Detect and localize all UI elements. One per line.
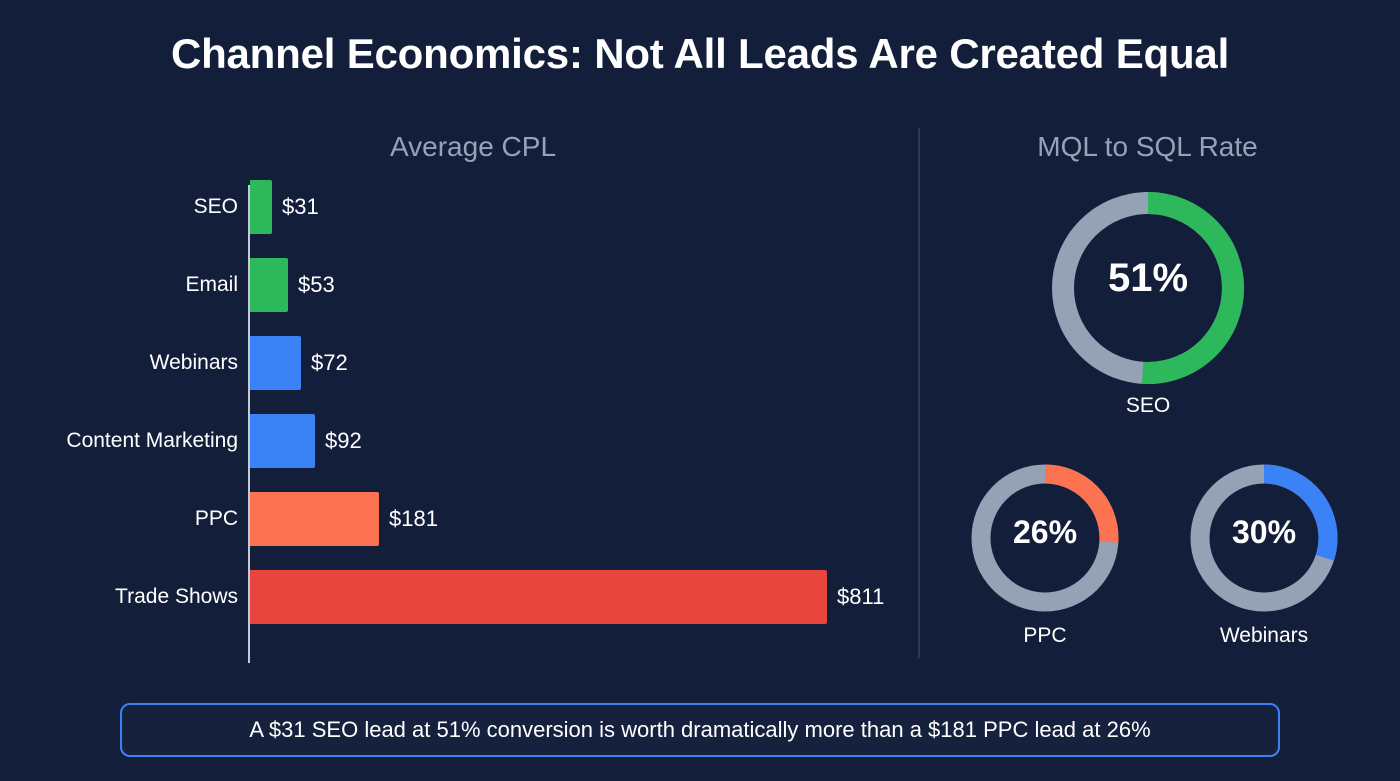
- donut-value-arc: [1190, 464, 1338, 612]
- bar-track: $53: [250, 258, 335, 312]
- left-panel-heading: Average CPL: [389, 131, 557, 162]
- right-panel-heading: MQL to SQL Rate: [1037, 131, 1258, 162]
- bar-category-label: Webinars: [149, 351, 238, 374]
- donut-chart-ppc: 26% PPC: [971, 464, 1119, 647]
- bar-fill: [250, 180, 272, 234]
- bar-fill: [250, 492, 379, 546]
- page-title: Channel Economics: Not All Leads Are Cre…: [170, 30, 1230, 77]
- donut-caption: SEO: [1125, 394, 1171, 417]
- donut-seo-svg: [1052, 192, 1244, 384]
- donut-webinars-svg: [1190, 464, 1338, 612]
- donut-ppc-svg: [971, 464, 1119, 612]
- bar-track: $72: [250, 336, 348, 390]
- bar-track: $181: [250, 492, 438, 546]
- donut-chart-seo: 51% SEO: [1052, 192, 1244, 417]
- bar-value-label: $72: [311, 350, 348, 375]
- bar-row: PPC $181: [0, 492, 900, 546]
- bar-fill: [250, 258, 288, 312]
- bar-fill: [250, 570, 827, 624]
- donut-caption: Webinars: [1219, 624, 1309, 647]
- donut-center-value: 30%: [1231, 514, 1297, 550]
- insight-callout-banner: A $31 SEO lead at 51% conversion is wort…: [120, 703, 1280, 757]
- donut-center-value: 51%: [1107, 256, 1189, 300]
- donut-center-value: 26%: [1012, 514, 1078, 550]
- bar-track: $31: [250, 180, 319, 234]
- bar-category-label: Email: [185, 273, 238, 296]
- bar-track: $92: [250, 414, 362, 468]
- bar-value-label: $181: [389, 506, 438, 531]
- bar-category-label: SEO: [193, 195, 238, 218]
- bar-value-label: $53: [298, 272, 335, 297]
- bar-fill: [250, 414, 315, 468]
- bar-category-label: Content Marketing: [66, 429, 238, 452]
- bar-row: Content Marketing $92: [0, 414, 900, 468]
- bar-value-label: $31: [282, 194, 319, 219]
- panel-divider: [918, 128, 920, 658]
- bar-row: Trade Shows $811: [0, 570, 900, 624]
- bar-chart-axis: [248, 185, 250, 663]
- bar-category-label: Trade Shows: [115, 585, 238, 608]
- bar-fill: [250, 336, 301, 390]
- donut-value-arc: [1052, 192, 1244, 384]
- bar-category-label: PPC: [194, 507, 238, 530]
- bar-value-label: $92: [325, 428, 362, 453]
- average-cpl-bar-chart: SEO $31 Email $53 Webinars $72 Content M…: [0, 180, 900, 670]
- bar-row: SEO $31: [0, 180, 900, 234]
- donut-caption: PPC: [1023, 624, 1067, 647]
- bar-row: Email $53: [0, 258, 900, 312]
- donut-value-arc: [971, 464, 1119, 612]
- bar-value-label: $811: [837, 584, 885, 609]
- bar-track: $811: [250, 570, 884, 624]
- donut-chart-webinars: 30% Webinars: [1190, 464, 1338, 647]
- bar-row: Webinars $72: [0, 336, 900, 390]
